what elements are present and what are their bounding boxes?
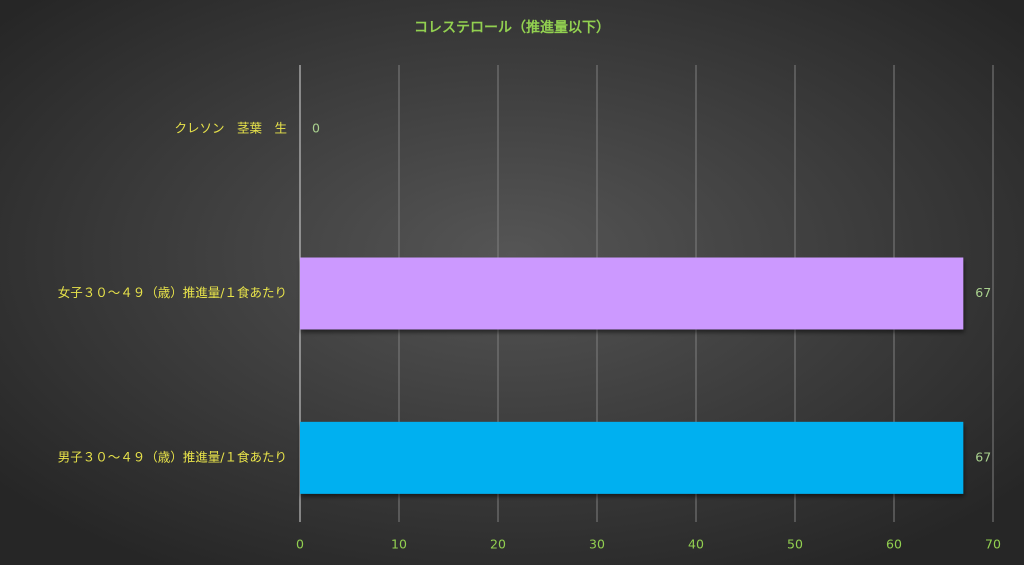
- x-tick-label: 40: [688, 537, 704, 552]
- x-tick-label: 30: [589, 537, 605, 552]
- chart-title: コレステロール（推進量以下）: [414, 19, 610, 36]
- value-label: 67: [975, 285, 991, 300]
- x-tick-label: 70: [985, 537, 1001, 552]
- y-tick-label: 男子３０～４９（歳）推進量/１食あたり: [58, 449, 287, 464]
- bar: [300, 257, 964, 330]
- value-label: 67: [975, 449, 991, 464]
- x-tick-label: 0: [296, 537, 304, 552]
- value-label: 0: [312, 121, 320, 136]
- x-tick-label: 60: [886, 537, 902, 552]
- y-tick-label: 女子３０～４９（歳）推進量/１食あたり: [58, 285, 287, 300]
- x-tick-label: 50: [787, 537, 803, 552]
- y-tick-label: クレソン 茎葉 生: [174, 121, 287, 136]
- x-tick-label: 20: [490, 537, 506, 552]
- x-tick-label: 10: [391, 537, 407, 552]
- bar: [300, 421, 964, 494]
